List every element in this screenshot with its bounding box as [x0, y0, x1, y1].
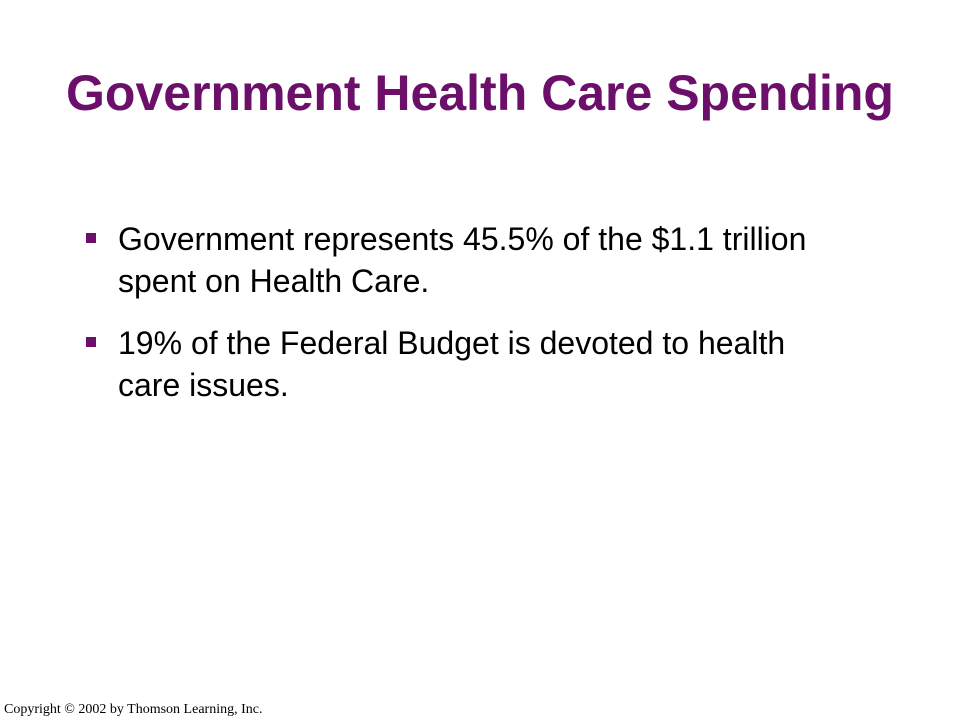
square-bullet-icon [86, 233, 96, 243]
bullet-list: Government represents 45.5% of the $1.1 … [84, 218, 844, 426]
copyright-footer: Copyright © 2002 by Thomson Learning, In… [4, 702, 263, 717]
slide-title: Government Health Care Spending [66, 65, 894, 121]
bullet-text: 19% of the Federal Budget is devoted to … [118, 325, 786, 403]
bullet-text: Government represents 45.5% of the $1.1 … [118, 221, 807, 299]
square-bullet-icon [86, 337, 96, 347]
bullet-item-government-share: Government represents 45.5% of the $1.1 … [84, 218, 844, 302]
bullet-item-federal-budget: 19% of the Federal Budget is devoted to … [84, 322, 844, 406]
